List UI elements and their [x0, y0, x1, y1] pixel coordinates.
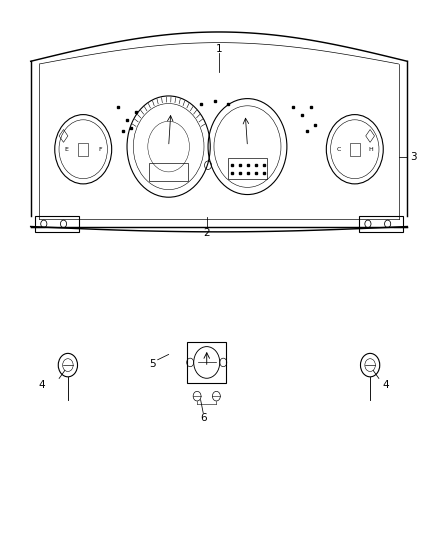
Text: F: F — [98, 147, 102, 152]
Text: 4: 4 — [38, 381, 45, 390]
Text: 6: 6 — [200, 413, 207, 423]
Text: H: H — [368, 147, 373, 152]
Bar — [149, 163, 188, 181]
Bar — [228, 158, 267, 179]
Bar — [78, 143, 88, 156]
Text: C: C — [337, 147, 341, 152]
Text: 5: 5 — [149, 359, 156, 368]
Bar — [359, 216, 403, 232]
Bar — [350, 143, 360, 156]
Text: E: E — [65, 147, 68, 152]
Text: 1: 1 — [215, 44, 223, 54]
Text: 4: 4 — [382, 381, 389, 390]
Bar — [187, 342, 226, 383]
Text: 3: 3 — [410, 152, 417, 162]
Bar — [35, 216, 79, 232]
Text: 2: 2 — [203, 229, 210, 238]
